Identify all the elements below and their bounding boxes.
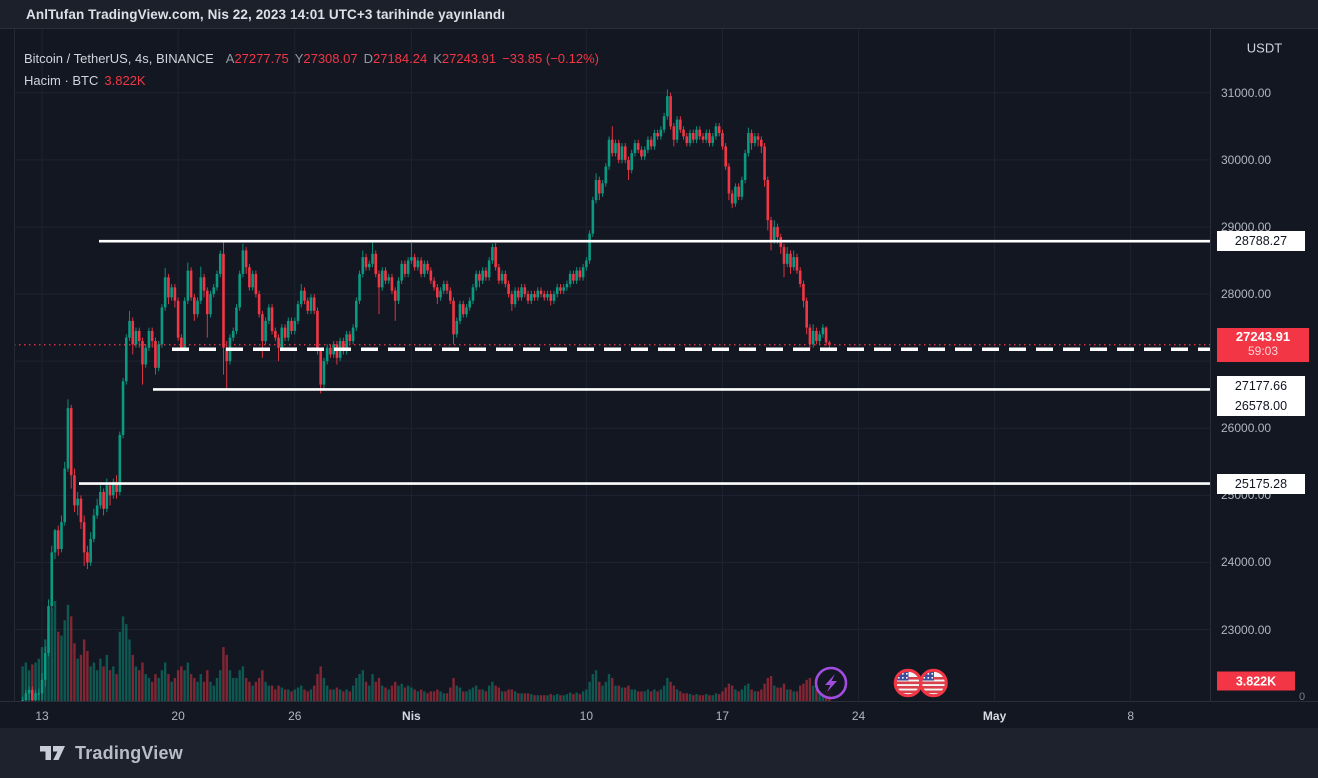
time-tick-8: 8 <box>1127 708 1135 723</box>
time-axis[interactable]: 13 20 26 Nis 10 17 24 May 8 <box>0 701 1318 729</box>
ohlc-low: D27184.24 <box>363 50 428 66</box>
chart-region: USDT 31000.00 30000.00 29000.00 28000.00 260… <box>0 28 1318 729</box>
lightning-event-icon[interactable] <box>814 666 848 700</box>
time-tick-26: 26 <box>288 708 302 723</box>
time-tick-Nis: Nis <box>402 708 421 723</box>
price-tick: 23000.00 <box>1221 622 1272 637</box>
price-change: −33.85 (−0.12%) <box>502 50 599 66</box>
price-tick: 29000.00 <box>1221 219 1272 234</box>
published-bar: AnlTufan TradingView.com, Nis 22, 2023 1… <box>0 0 1318 28</box>
ohlc-open: A27277.75 <box>225 50 289 66</box>
price-chart-canvas[interactable] <box>14 29 1210 701</box>
time-tick-17: 17 <box>715 708 730 723</box>
symbol-title: Bitcoin / TetherUS, 4s, BINANCE <box>24 50 214 66</box>
bar-countdown: 59:03 <box>1247 344 1279 359</box>
price-axis-currency: USDT <box>1246 40 1283 56</box>
volume-badge: 3.822K <box>1217 671 1295 691</box>
published-text: AnlTufan TradingView.com, Nis 22, 2023 1… <box>26 6 506 22</box>
price-axis[interactable]: USDT 31000.00 30000.00 29000.00 28000.00 260… <box>1210 29 1318 703</box>
plot-frame <box>14 29 1210 701</box>
volume-indicator-label: Hacim · BTC <box>24 72 99 88</box>
price-tick: 24000.00 <box>1221 555 1272 570</box>
level-price-label: 25175.28 <box>1217 473 1305 494</box>
legend-symbol-row[interactable]: Bitcoin / TetherUS, 4s, BINANCE A27277.7… <box>24 47 599 69</box>
time-tick-20: 20 <box>171 708 185 723</box>
price-tick: 31000.00 <box>1221 85 1272 100</box>
us-flag-pair-event-icon[interactable] <box>893 668 948 698</box>
level-price-label: 28788.27 <box>1217 231 1305 252</box>
legend-volume-row[interactable]: Hacim · BTC 3.822K <box>24 69 599 91</box>
level-price-label: 27177.66 <box>1217 376 1305 397</box>
volume-indicator-value: 3.822K <box>104 72 146 88</box>
footer-bar: TradingView <box>0 728 1318 778</box>
time-tick-10: 10 <box>579 708 594 723</box>
last-price-value: 27243.91 <box>1235 329 1291 345</box>
ohlc-close: K27243.91 <box>433 50 497 66</box>
time-tick-13: 13 <box>35 708 49 723</box>
time-tick-24: 24 <box>851 708 866 723</box>
tradingview-brand-text[interactable]: TradingView <box>75 742 183 763</box>
last-price-badge: 27243.91 59:03 <box>1217 327 1309 362</box>
ohlc-high: Y27308.07 <box>294 50 358 66</box>
time-tick-May: May <box>982 708 1007 723</box>
tradingview-logo-icon[interactable] <box>40 742 66 764</box>
volume-zero-tick: 0 <box>1299 691 1306 703</box>
chart-legend: Bitcoin / TetherUS, 4s, BINANCE A27277.7… <box>24 47 599 91</box>
price-tick: 28000.00 <box>1221 287 1272 302</box>
price-tick: 30000.00 <box>1221 152 1272 167</box>
level-price-label: 26578.00 <box>1217 396 1305 417</box>
price-tick: 26000.00 <box>1221 421 1272 436</box>
